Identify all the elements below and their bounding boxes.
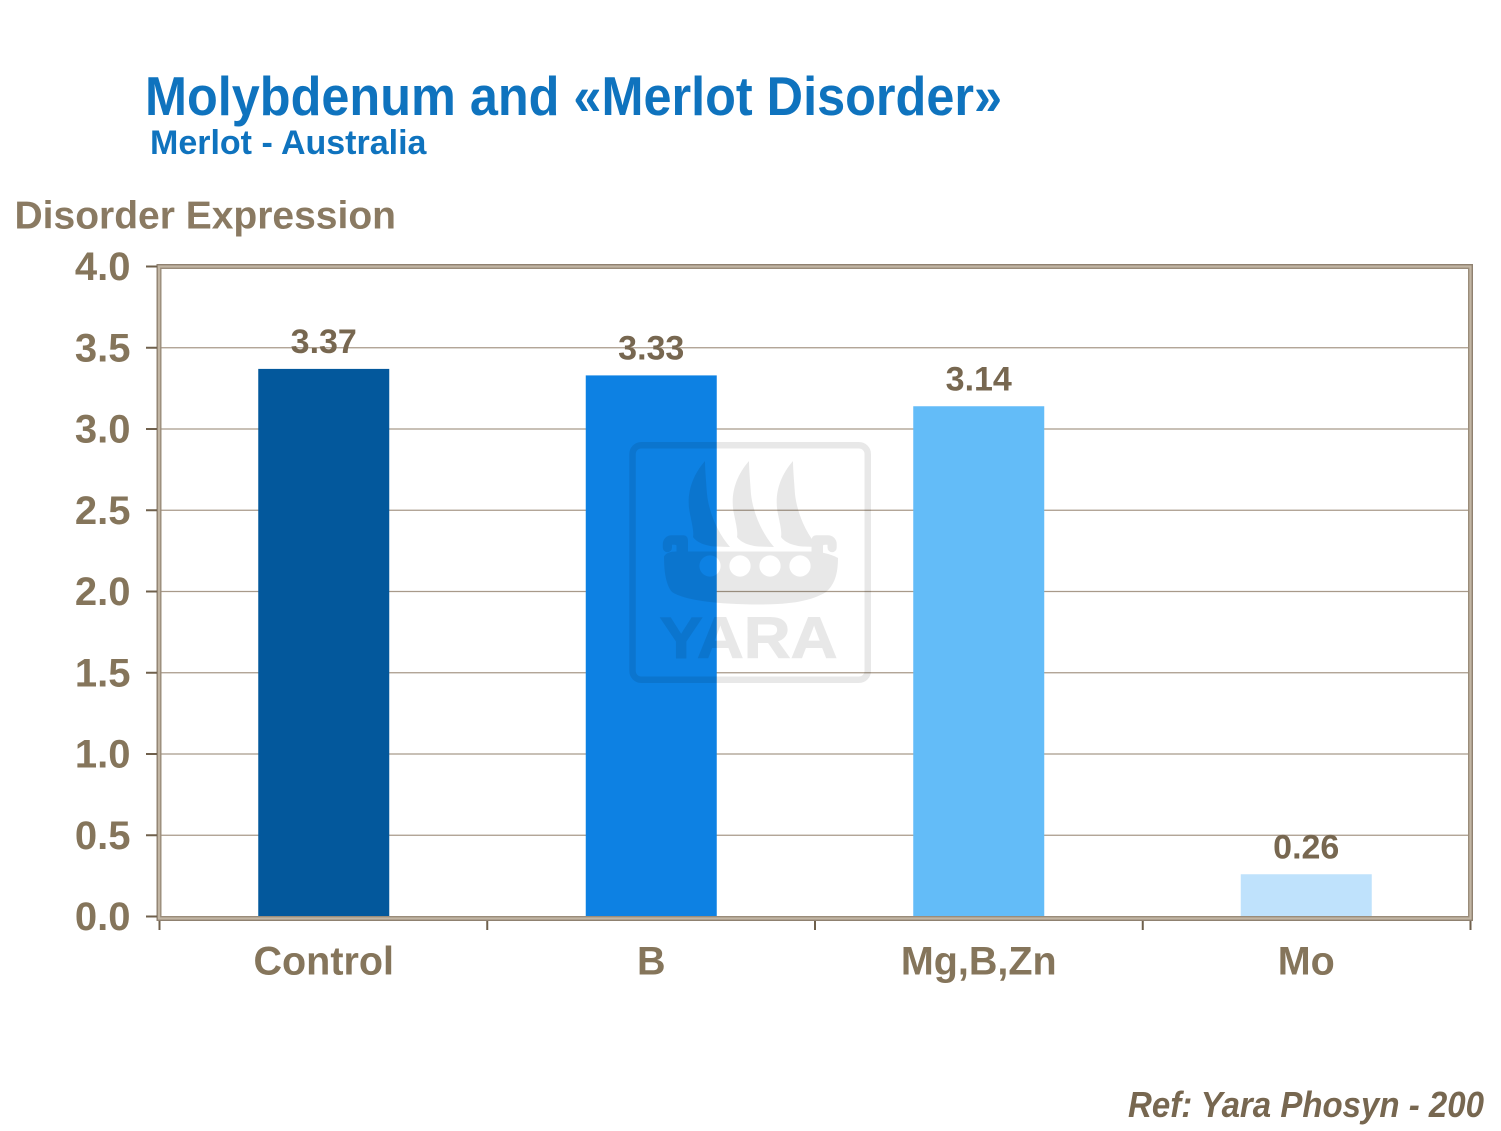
svg-text:Merlot - Australia: Merlot - Australia (150, 124, 428, 162)
svg-text:1.0: 1.0 (75, 733, 131, 777)
svg-text:0.26: 0.26 (1273, 828, 1339, 866)
svg-text:0.0: 0.0 (75, 895, 131, 939)
svg-text:3.37: 3.37 (291, 323, 357, 361)
svg-text:1.5: 1.5 (75, 651, 131, 695)
svg-text:Disorder Expression: Disorder Expression (15, 195, 396, 238)
svg-text:Ref: Yara Phosyn - 200: Ref: Yara Phosyn - 200 (1128, 1084, 1484, 1125)
svg-text:3.0: 3.0 (75, 408, 131, 452)
svg-text:YARA: YARA (660, 606, 838, 671)
svg-text:2.0: 2.0 (75, 570, 131, 614)
svg-text:Control: Control (254, 940, 394, 984)
svg-text:2.5: 2.5 (75, 489, 131, 533)
svg-text:3.33: 3.33 (618, 329, 684, 367)
svg-text:3.14: 3.14 (946, 360, 1012, 398)
svg-text:B: B (637, 940, 666, 984)
svg-text:Mg,B,Zn: Mg,B,Zn (901, 940, 1057, 984)
svg-text:Molybdenum and «Merlot Disorde: Molybdenum and «Merlot Disorder» (145, 65, 1002, 127)
svg-text:3.5: 3.5 (75, 326, 131, 370)
svg-text:0.5: 0.5 (75, 814, 131, 858)
svg-text:Mo: Mo (1278, 940, 1335, 984)
svg-text:4.0: 4.0 (75, 245, 131, 289)
